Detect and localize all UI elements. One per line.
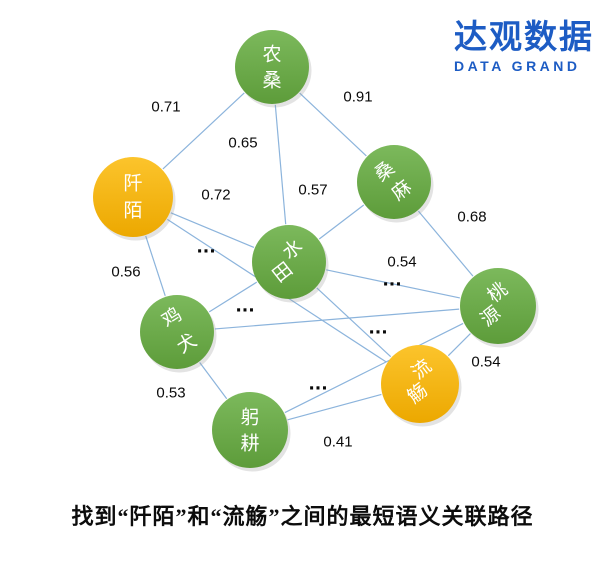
- node-taoyuan: 桃源: [460, 268, 539, 348]
- edge-shuitian-taoyuan: [326, 269, 460, 299]
- edge-qianmo-nongsang: [162, 92, 245, 170]
- node-label-char: 阡: [123, 173, 142, 195]
- node-label-char: 陌: [123, 200, 142, 222]
- edge-label-weight: 0.71: [151, 99, 180, 116]
- edge-label-weight: 0.54: [387, 254, 416, 271]
- datagrand-logo: 达观数据 DATA GRAND: [454, 20, 594, 73]
- edge-taoyuan-liushang: [447, 333, 471, 357]
- edge-label-weight: 0.56: [111, 264, 140, 281]
- edge-sangma-taoyuan: [417, 210, 474, 277]
- node-label-char: 桑: [262, 70, 281, 92]
- node-nongsang: 农桑: [235, 30, 312, 108]
- edge-jiquan-taoyuan: [214, 308, 460, 330]
- node-liushang: 流觞: [381, 345, 462, 427]
- caption-text: 找到“阡陌”和“流觞”之间的最短语义关联路径: [71, 504, 534, 529]
- edge-label-weight: 0.65: [228, 135, 257, 152]
- edge-jiquan-gonggeng: [199, 362, 228, 400]
- edge-label-ellipsis: ···: [235, 301, 254, 321]
- edge-shuitian-liushang: [316, 287, 392, 358]
- node-label-char: 农: [262, 44, 281, 66]
- node-circle-liushang: [381, 345, 459, 423]
- node-circle-taoyuan: [460, 268, 536, 344]
- edge-shuitian-sangma: [318, 204, 365, 240]
- edge-label-weight: 0.68: [457, 209, 486, 226]
- node-circle-sangma: [357, 145, 431, 219]
- edge-jiquan-shuitian: [208, 281, 258, 313]
- edge-label-ellipsis: ···: [382, 275, 401, 295]
- node-qianmo: 阡陌: [93, 157, 176, 241]
- edge-label-weight: 0.72: [201, 187, 230, 204]
- node-shuitian: 水田: [252, 225, 329, 303]
- edge-gonggeng-liushang: [287, 393, 382, 421]
- node-circle-qianmo: [93, 157, 173, 237]
- edge-label-ellipsis: ···: [196, 242, 215, 262]
- node-label-char: 耕: [240, 433, 259, 455]
- node-circle-nongsang: [235, 30, 309, 104]
- logo-chinese-text: 达观数据: [454, 18, 594, 55]
- edge-label-weight: 0.57: [298, 182, 327, 199]
- edge-gonggeng-taoyuan: [284, 322, 464, 414]
- node-circle-gonggeng: [212, 392, 288, 468]
- edge-qianmo-shuitian: [170, 212, 255, 248]
- edge-nongsang-shuitian: [274, 104, 287, 225]
- edge-label-ellipsis: ···: [368, 323, 387, 343]
- edge-label-weight: 0.41: [323, 434, 352, 451]
- node-gonggeng: 躬耕: [212, 392, 291, 472]
- edge-label-weight: 0.53: [156, 385, 185, 402]
- edge-nongsang-sangma: [299, 92, 367, 157]
- logo-english-text: DATA GRAND: [454, 58, 581, 74]
- node-label-char: 躬: [240, 407, 259, 429]
- node-sangma: 桑麻: [357, 145, 434, 223]
- edge-qianmo-jiquan: [145, 235, 166, 297]
- edge-label-weight: 0.54: [471, 354, 500, 371]
- edge-label-weight: 0.91: [343, 89, 372, 106]
- node-jiquan: 鸡犬: [140, 295, 217, 373]
- edge-label-ellipsis: ···: [308, 379, 327, 399]
- node-circle-jiquan: [140, 295, 214, 369]
- node-circle-shuitian: [252, 225, 326, 299]
